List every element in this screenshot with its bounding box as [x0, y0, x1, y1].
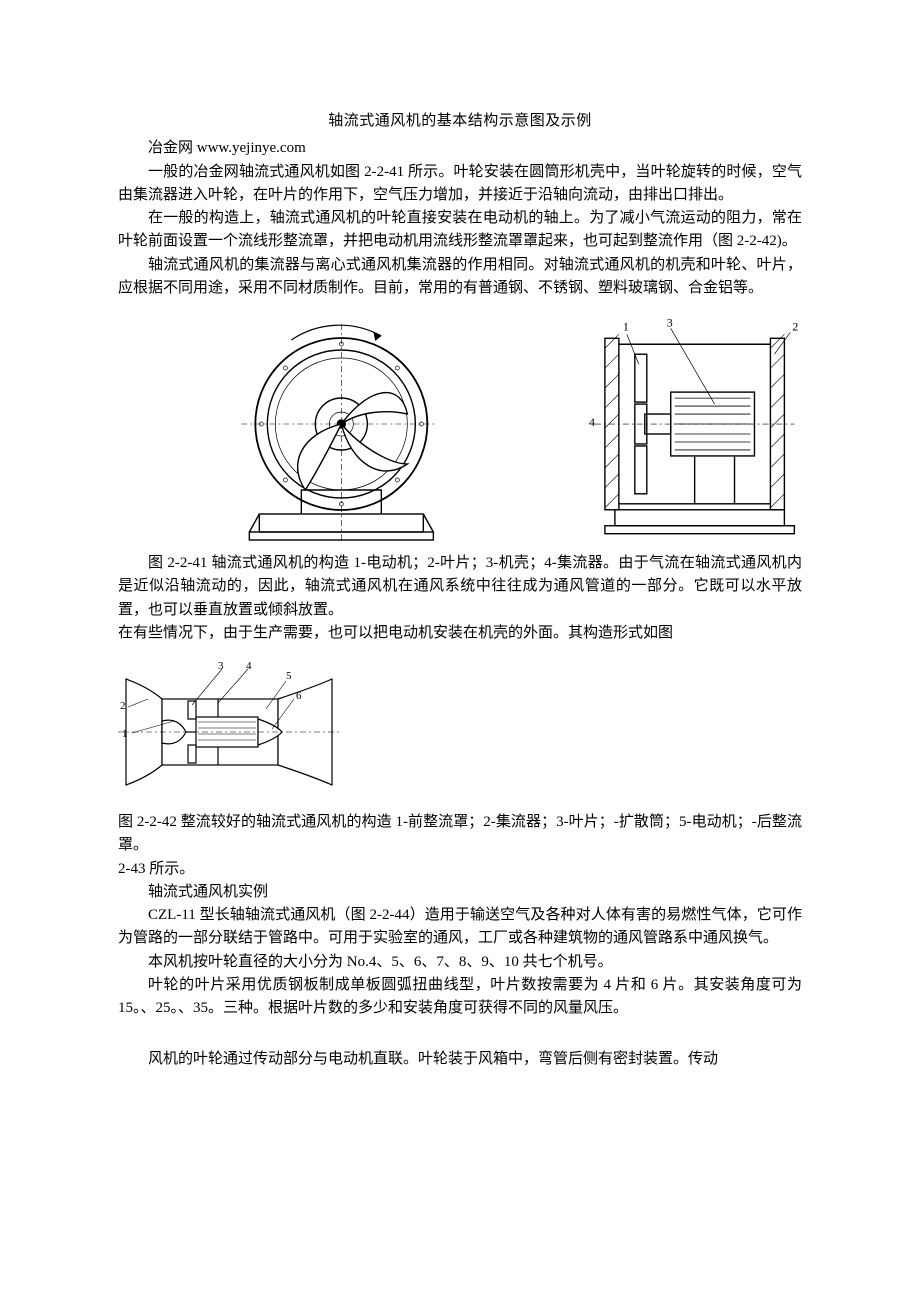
- leader-label: 1: [122, 728, 128, 740]
- spacer: [118, 1020, 802, 1048]
- paragraph: 轴流式通风机实例: [118, 881, 802, 904]
- leader-label: 5: [286, 670, 292, 682]
- leader-label: 1: [623, 319, 629, 333]
- paragraph: 一般的冶金网轴流式通风机如图 2-2-41 所示。叶轮安装在圆筒形机壳中，当叶轮…: [118, 161, 802, 208]
- paragraph: 本风机按叶轮直径的大小分为 No.4、5、6、7、8、9、10 共七个机号。: [118, 951, 802, 974]
- document-page: 轴流式通风机的基本结构示意图及示例 冶金网 www.yejinye.com 一般…: [0, 0, 920, 1132]
- source-line: 冶金网 www.yejinye.com: [118, 137, 802, 160]
- figure-2-2-41-caption: 图 2-2-41 轴流式通风机的构造 1-电动机；2-叶片；3-机壳；4-集流器…: [118, 552, 802, 622]
- figure-2-2-41-side: 1 3 2 4: [575, 314, 802, 546]
- paragraph: 风机的叶轮通过传动部分与电动机直联。叶轮装于风箱中，弯管后侧有密封装置。传动: [118, 1048, 802, 1071]
- paragraph: 轴流式通风机的集流器与离心式通风机集流器的作用相同。对轴流式通风机的机壳和叶轮、…: [118, 254, 802, 301]
- paragraph: 2-43 所示。: [118, 858, 802, 881]
- leader-label: 4: [246, 660, 252, 672]
- leader-label: 4: [589, 415, 595, 429]
- paragraph: 在一般的构造上，轴流式通风机的叶轮直接安装在电动机的轴上。为了减小气流运动的阻力…: [118, 207, 802, 254]
- leader-label: 6: [296, 690, 302, 702]
- paragraph: 叶轮的叶片采用优质钢板制成单板圆弧扭曲线型，叶片数按需要为 4 片和 6 片。其…: [118, 974, 802, 1021]
- leader-label: 3: [666, 315, 672, 329]
- figure-2-2-42-caption: 图 2-2-42 整流较好的轴流式通风机的构造 1-前整流罩；2-集流器；3-叶…: [118, 811, 802, 858]
- leader-label: 3: [218, 660, 224, 672]
- figure-2-2-42-drawing: 1 2 3 4 5 6: [118, 659, 340, 805]
- leader-label: 2: [120, 700, 126, 712]
- figure-2-2-41: 1 3 2 4: [118, 314, 802, 546]
- page-title: 轴流式通风机的基本结构示意图及示例: [118, 110, 802, 133]
- figure-2-2-41-front: [118, 314, 565, 546]
- leader-label: 2: [792, 319, 798, 333]
- figure-2-2-42: 1 2 3 4 5 6: [118, 659, 802, 805]
- paragraph: 在有些情况下，由于生产需要，也可以把电动机安装在机壳的外面。其构造形式如图: [118, 622, 802, 645]
- paragraph: CZL-11 型长轴轴流式通风机（图 2-2-44）造用于输送空气及各种对人体有…: [118, 904, 802, 951]
